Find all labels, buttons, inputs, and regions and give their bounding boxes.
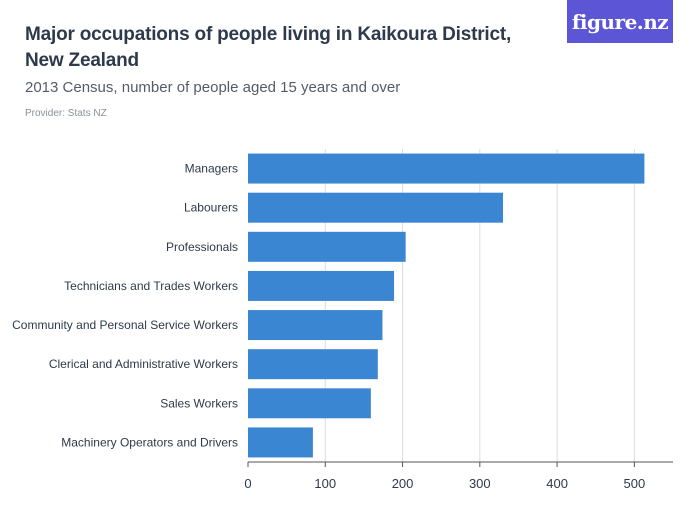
x-tick-label: 200 (392, 476, 414, 491)
category-label: Machinery Operators and Drivers (61, 435, 238, 449)
bar[interactable] (248, 427, 313, 458)
x-tick-label: 400 (546, 476, 568, 491)
x-axis-ticks: 0 100 200 300 400 500 (244, 462, 645, 491)
bar[interactable] (248, 153, 645, 184)
bar[interactable] (248, 231, 406, 262)
category-label: Labourers (184, 201, 238, 215)
category-label: Managers (185, 162, 238, 176)
figure-nz-logo[interactable]: figure.nz (567, 0, 673, 43)
bar[interactable] (248, 310, 383, 341)
bar[interactable] (248, 388, 371, 419)
category-label: Technicians and Trades Workers (64, 279, 238, 293)
x-tick-label: 0 (244, 476, 251, 491)
x-tick-label: 500 (624, 476, 646, 491)
bar[interactable] (248, 349, 378, 380)
x-tick-label: 300 (469, 476, 491, 491)
chart-title: Major occupations of people living in Ka… (25, 24, 512, 71)
chart-subtitle: 2013 Census, number of people aged 15 ye… (25, 79, 401, 96)
category-labels: Managers Labourers Professionals Technician… (12, 162, 238, 450)
provider-label: Provider: Stats NZ (25, 108, 107, 119)
category-label: Community and Personal Service Workers (12, 318, 238, 332)
bar[interactable] (248, 192, 503, 223)
category-label: Professionals (166, 240, 238, 254)
bars (248, 153, 645, 458)
category-label: Clerical and Administrative Workers (49, 357, 238, 371)
x-tick-label: 100 (314, 476, 336, 491)
category-label: Sales Workers (160, 396, 238, 410)
bar[interactable] (248, 270, 395, 301)
